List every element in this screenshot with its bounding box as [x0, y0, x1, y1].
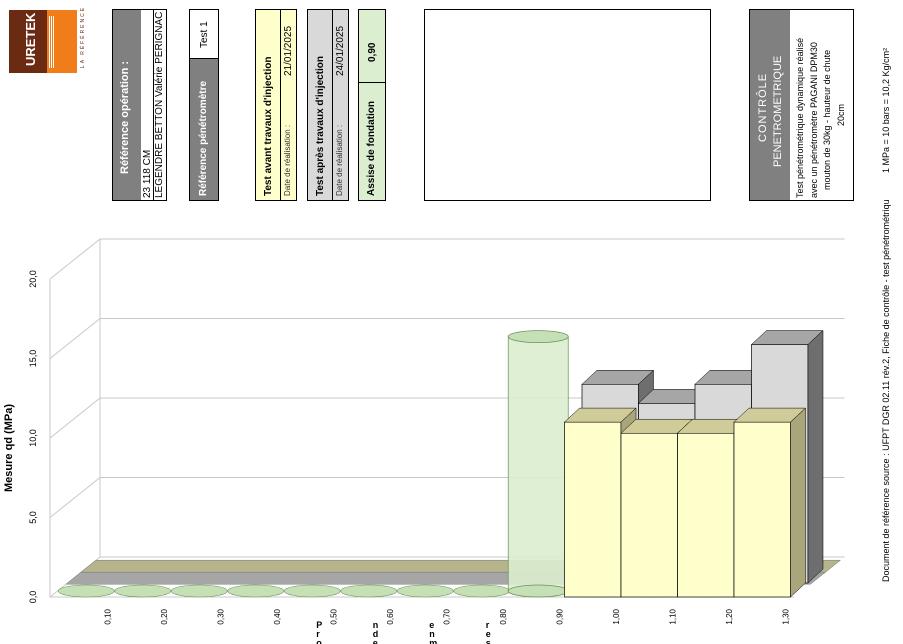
x-axis-label-letter: e: [429, 620, 434, 630]
x-tick-label: 1,20: [725, 608, 734, 624]
foundation-marker: [57, 584, 115, 598]
test-after-divider: [332, 10, 333, 200]
y-tick-label: 15,0: [28, 350, 38, 368]
x-axis-label-letter: e: [373, 638, 378, 644]
logo-dark-panel: [9, 10, 47, 73]
x-axis-label-letter: r: [486, 620, 490, 630]
x-axis-label-letter: n: [373, 620, 379, 630]
uretek-logo: URETEK: [9, 10, 77, 73]
y-axis-label: Mesure qd (MPa): [3, 404, 15, 492]
y-tick-label: 0,0: [28, 591, 38, 604]
x-tick-label: 0,40: [273, 608, 282, 624]
x-axis-label-letter: s: [486, 638, 491, 644]
y-tick-label: 20,0: [28, 270, 38, 288]
foundation-box: Assise de fondation 0,90: [358, 9, 386, 201]
bar-after-side: [807, 329, 824, 584]
foundation-marker: [170, 584, 228, 598]
x-axis-label-letter: r: [316, 629, 320, 639]
grid-line-side: [49, 238, 101, 280]
grid-line-side: [49, 318, 101, 359]
x-tick-label: 1,00: [612, 608, 621, 624]
penetrometer-reference-box: Test 1 Référence pénétromètre: [189, 9, 219, 201]
logo-stripes: [49, 16, 54, 68]
foundation-marker: [396, 584, 454, 598]
control-box: CONTRÔLE PENETROMETRIQUE Test pénétromét…: [749, 9, 854, 201]
x-tick-label: 0,10: [103, 608, 112, 624]
operation-divider: [153, 10, 154, 200]
test-after-box: Test après travaux d'injection Date de r…: [307, 9, 349, 201]
x-axis-label-letter: o: [316, 638, 322, 644]
bar-before: [733, 421, 791, 598]
foundation-cylinder-top: [507, 330, 569, 344]
y-tick-label: 10,0: [28, 429, 38, 447]
bar-before-side: [790, 407, 806, 598]
x-tick-label: 0,80: [499, 608, 508, 624]
x-axis-label-letter: d: [373, 629, 379, 639]
control-header: [750, 10, 790, 200]
operation-reference-box: Référence opération : 23 118 CM LEGENDRE…: [112, 9, 167, 201]
x-tick-label: 0,60: [386, 608, 395, 624]
penetrometer-value-cell: [190, 10, 218, 59]
x-tick-label: 0,30: [216, 608, 225, 624]
grid-line-side: [49, 397, 101, 439]
foundation-cylinder-base: [507, 584, 569, 598]
y-tick-label: 5,0: [28, 511, 38, 524]
x-tick-label: 0,20: [160, 608, 169, 624]
foundation-marker: [114, 584, 172, 598]
test-before-box: Test avant travaux d'injection Date de r…: [255, 9, 297, 201]
operation-header: [113, 10, 141, 200]
x-tick-label: 1,30: [781, 608, 790, 624]
x-tick-label: 0,70: [442, 608, 451, 624]
grid-line-side: [49, 477, 101, 518]
x-axis-label-letter: P: [316, 620, 322, 630]
foundation-marker: [453, 584, 511, 598]
bar-before: [620, 432, 678, 598]
foundation-cylinder: [507, 336, 569, 592]
foundation-marker: [340, 584, 398, 598]
x-tick-label: 0,50: [329, 608, 338, 624]
x-axis-label-letter: m: [429, 638, 437, 644]
foundation-marker: [227, 584, 285, 598]
x-axis-label-letter: n: [429, 629, 435, 639]
bar-before: [564, 421, 622, 598]
foundation-divider: [359, 82, 385, 83]
x-tick-label: 1,10: [668, 608, 677, 624]
foundation-marker: [283, 584, 341, 598]
empty-frame: [424, 9, 711, 201]
x-axis-label-letter: e: [486, 629, 491, 639]
test-before-divider: [280, 10, 281, 200]
penetrometer-header: [190, 59, 218, 200]
x-tick-label: 0,90: [555, 608, 564, 624]
bar-before: [677, 432, 735, 598]
